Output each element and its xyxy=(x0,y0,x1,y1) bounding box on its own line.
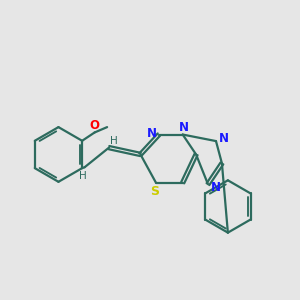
Text: N: N xyxy=(146,127,157,140)
Text: H: H xyxy=(110,136,118,146)
Text: O: O xyxy=(90,119,100,132)
Text: N: N xyxy=(210,181,220,194)
Text: S: S xyxy=(150,184,159,197)
Text: N: N xyxy=(218,132,228,145)
Text: H: H xyxy=(79,171,87,181)
Text: N: N xyxy=(179,121,189,134)
